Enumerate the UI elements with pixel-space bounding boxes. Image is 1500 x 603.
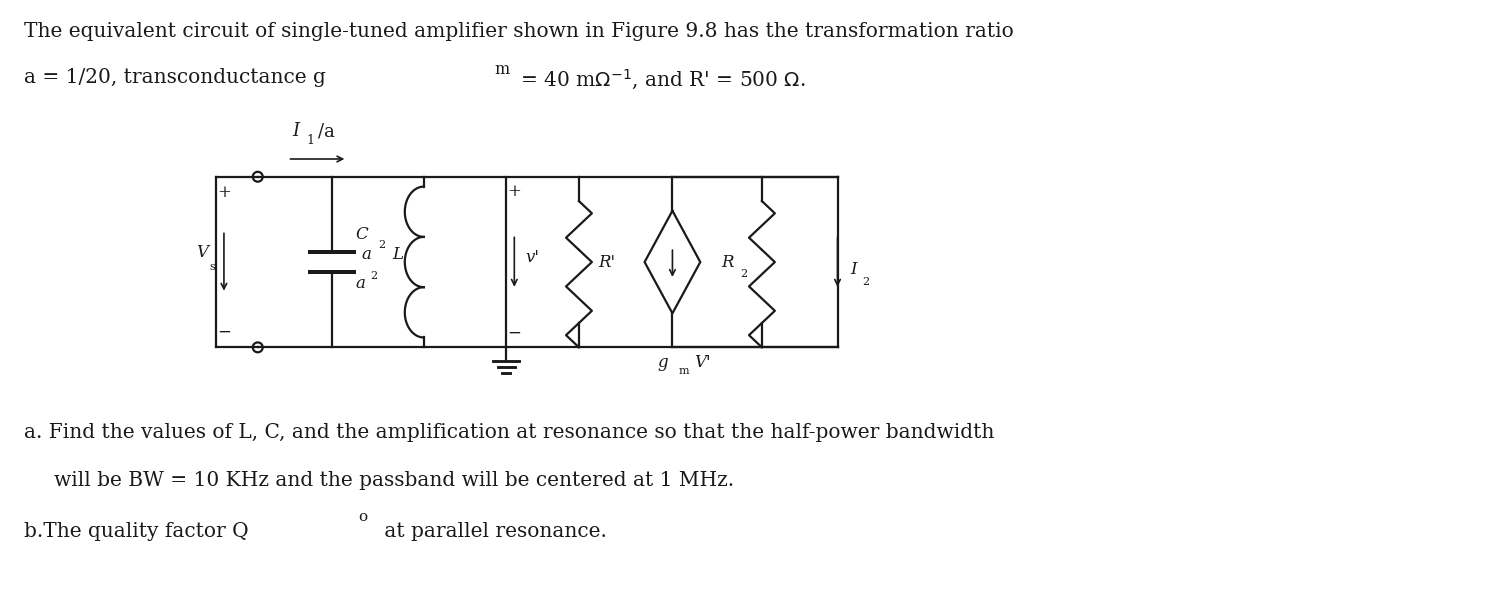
- Text: at parallel resonance.: at parallel resonance.: [378, 522, 608, 541]
- Text: +: +: [507, 183, 522, 200]
- Text: v': v': [525, 248, 538, 266]
- Text: R': R': [598, 253, 615, 271]
- Text: 2: 2: [741, 269, 747, 279]
- Text: I: I: [292, 122, 300, 140]
- Text: m: m: [678, 366, 688, 376]
- Text: o: o: [358, 510, 368, 524]
- Text: V: V: [196, 244, 208, 260]
- Text: /a: /a: [318, 122, 336, 140]
- Text: V': V': [694, 353, 711, 371]
- Text: I: I: [850, 262, 856, 279]
- Text: m: m: [495, 62, 510, 78]
- Text: 2: 2: [370, 271, 378, 281]
- Text: The equivalent circuit of single-tuned amplifier shown in Figure 9.8 has the tra: The equivalent circuit of single-tuned a…: [24, 22, 1014, 41]
- Text: −: −: [507, 324, 522, 341]
- Text: s: s: [209, 262, 214, 272]
- Text: +: +: [217, 184, 231, 201]
- Text: L: L: [393, 245, 404, 263]
- Text: a: a: [356, 275, 364, 292]
- Text: a: a: [362, 245, 370, 263]
- Text: 2: 2: [378, 240, 386, 250]
- Text: −: −: [217, 323, 231, 341]
- Text: 2: 2: [862, 277, 868, 287]
- Text: R: R: [722, 253, 734, 271]
- Text: b.The quality factor Q: b.The quality factor Q: [24, 522, 249, 541]
- Text: a. Find the values of L, C, and the amplification at resonance so that the half-: a. Find the values of L, C, and the ampl…: [24, 423, 994, 442]
- Text: C: C: [356, 226, 369, 243]
- Text: a = 1/20, transconductance g: a = 1/20, transconductance g: [24, 68, 326, 87]
- Text: = 40 m$\Omega^{-1}$, and R' = 500 $\Omega$.: = 40 m$\Omega^{-1}$, and R' = 500 $\Omeg…: [514, 68, 806, 92]
- Text: g: g: [658, 353, 669, 371]
- Text: 1: 1: [306, 134, 315, 147]
- Text: will be BW = 10 KHz and the passband will be centered at 1 MHz.: will be BW = 10 KHz and the passband wil…: [54, 470, 734, 490]
